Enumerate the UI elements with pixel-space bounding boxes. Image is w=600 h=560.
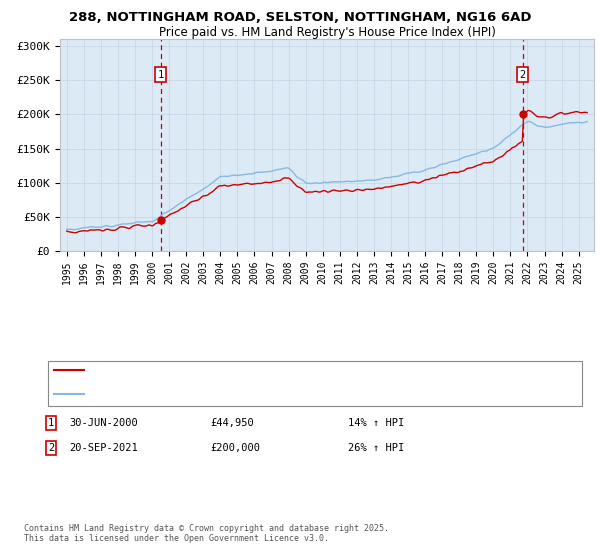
Title: Price paid vs. HM Land Registry's House Price Index (HPI): Price paid vs. HM Land Registry's House …	[158, 26, 496, 39]
Text: 14% ↑ HPI: 14% ↑ HPI	[348, 418, 404, 428]
Text: 30-JUN-2000: 30-JUN-2000	[69, 418, 138, 428]
Text: 288, NOTTINGHAM ROAD, SELSTON, NOTTINGHAM, NG16 6AD: 288, NOTTINGHAM ROAD, SELSTON, NOTTINGHA…	[69, 11, 531, 24]
Text: £44,950: £44,950	[210, 418, 254, 428]
Text: 1: 1	[48, 418, 54, 428]
Text: 2: 2	[520, 70, 526, 80]
Text: 26% ↑ HPI: 26% ↑ HPI	[348, 443, 404, 453]
Text: £200,000: £200,000	[210, 443, 260, 453]
Text: 20-SEP-2021: 20-SEP-2021	[69, 443, 138, 453]
Text: 1: 1	[158, 70, 164, 80]
Text: 2: 2	[48, 443, 54, 453]
Text: HPI: Average price, semi-detached house, Ashfield: HPI: Average price, semi-detached house,…	[90, 389, 378, 399]
Text: 288, NOTTINGHAM ROAD, SELSTON, NOTTINGHAM, NG16 6AD (semi-detached house): 288, NOTTINGHAM ROAD, SELSTON, NOTTINGHA…	[90, 365, 519, 375]
Text: Contains HM Land Registry data © Crown copyright and database right 2025.
This d: Contains HM Land Registry data © Crown c…	[24, 524, 389, 543]
